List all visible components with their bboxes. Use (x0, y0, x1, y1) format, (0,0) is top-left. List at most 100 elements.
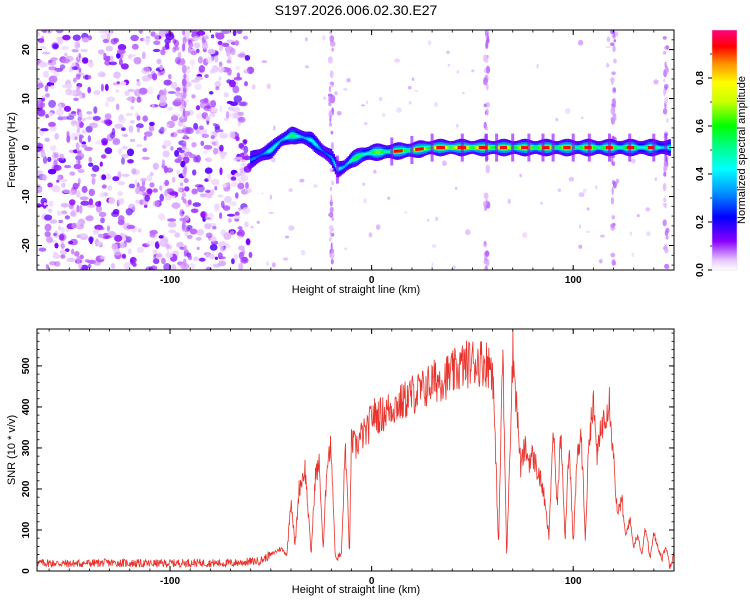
spectrogram-noise-blob (172, 46, 177, 53)
spectrogram-noise-blob (115, 103, 120, 111)
spectrogram-noise-blob (244, 55, 251, 61)
spectrogram-noise-blob (169, 191, 179, 196)
spectrogram-streak-blob (663, 161, 668, 167)
spectrogram-hotspot (626, 146, 629, 150)
spectrogram-noise-blob (144, 131, 153, 137)
spectrogram-ridge-cell (555, 146, 557, 149)
spectrogram-noise-blob (654, 177, 657, 181)
spectrogram-ridge-cell (375, 150, 378, 154)
spectrogram-ridge-cell (305, 137, 307, 140)
spectrogram-noise-blob (595, 185, 598, 190)
spectrogram-noise-blob (79, 153, 85, 159)
spectrogram-ridge-cell (368, 151, 371, 155)
spectrogram-noise-blob (174, 149, 180, 157)
spectrogram-noise-blob (66, 83, 73, 89)
spectrogram-streak-blob (485, 108, 489, 116)
spectrogram-noise-blob (240, 163, 247, 167)
spectrogram-noise-blob (205, 56, 214, 64)
spectrogram-ridge-cell (302, 136, 304, 139)
y-tick-label: 500 (21, 357, 32, 374)
x-tick-label: -100 (160, 576, 180, 587)
spectrogram-noise-blob (219, 105, 223, 113)
spectrogram-hotspot (396, 149, 399, 153)
spectrogram-noise-blob (616, 31, 619, 37)
spectrogram-ridge-cell (413, 148, 416, 152)
spectrogram-noise-blob (165, 243, 170, 250)
spectrogram-ridge-cell (636, 146, 639, 149)
spectrogram-noise-blob (207, 173, 212, 181)
spectrogram-noise-blob (48, 75, 58, 84)
spectrogram-noise-blob (431, 262, 434, 268)
spectrogram-streak-blob (182, 42, 185, 51)
spectrogram-noise-blob (112, 82, 118, 86)
spectrogram-noise-blob (176, 147, 183, 151)
spectrogram-noise-blob (228, 218, 232, 223)
spectrogram-noise-blob (224, 195, 232, 204)
spectrogram-noise-blob (266, 260, 269, 267)
spectrogram-noise-blob (188, 263, 196, 269)
spectrogram-noise-blob (433, 101, 438, 108)
spectrogram-ridge-cell (433, 146, 436, 149)
spectrogram-noise-blob (368, 232, 373, 238)
spectrogram-noise-blob (233, 95, 243, 103)
spectrogram-noise-blob (121, 127, 126, 131)
spectrogram-noise-blob (435, 216, 439, 222)
spectrogram-noise-blob (110, 55, 114, 62)
spectrogram-noise-blob (282, 257, 289, 261)
spectrogram-streak-blob (78, 134, 83, 144)
spectrogram-burst (551, 133, 555, 162)
spectrogram-ridge-cell (643, 146, 646, 149)
spectrogram-ridge-cell (371, 151, 374, 154)
spectrogram-burst (495, 133, 499, 162)
spectrogram-streak-blob (483, 103, 487, 108)
spectrogram-burst (410, 136, 414, 164)
spectrogram-ridge-cell (535, 146, 537, 149)
spectrogram-hotspot (546, 146, 548, 150)
spectrogram-noise-blob (408, 85, 412, 90)
spectrogram-noise-blob (171, 132, 178, 138)
spectrogram-noise-blob (68, 240, 74, 245)
spectrogram-streak-blob (665, 66, 669, 74)
spectrogram-streak-blob (611, 161, 616, 166)
spectrogram-streak-blob (613, 58, 617, 64)
spectrogram-noise-blob (243, 145, 249, 154)
spectrogram-noise-blob (218, 260, 227, 267)
spectrogram-streak-blob (664, 243, 668, 252)
y-tick-label: 20 (21, 44, 32, 56)
spectrogram-ridge-cell (329, 154, 331, 158)
spectrogram-noise-blob (144, 194, 150, 202)
spectrogram-noise-blob (57, 225, 62, 231)
spectrogram-noise-blob (80, 200, 90, 206)
spectrogram-noise-blob (299, 178, 305, 183)
spectrogram-noise-blob (193, 156, 198, 163)
spectrogram-ridge-cell (645, 146, 647, 149)
spectrogram-noise-blob (203, 144, 213, 150)
spectrogram-streak-blob (611, 186, 614, 196)
spectrogram-noise-blob (64, 52, 68, 57)
spectrogram-noise-blob (227, 56, 232, 61)
spectrogram-noise-blob (233, 112, 239, 119)
spectrogram-ridge-cell (456, 146, 458, 149)
spectrogram-noise-blob (220, 246, 226, 252)
spectrogram-noise-blob (58, 219, 63, 224)
spectrogram-streak-blob (328, 56, 333, 64)
spectrogram-ridge-cell (363, 153, 365, 156)
spectrogram-noise-blob (427, 218, 430, 223)
spectrogram-noise-blob (208, 91, 214, 95)
spectrogram-streak-blob (484, 57, 489, 64)
spectrogram-ridge-cell (614, 146, 616, 149)
spectrogram-noise-blob (97, 71, 106, 78)
spectrogram-noise-blob (227, 67, 232, 76)
spectrogram-noise-blob (606, 62, 610, 68)
spectrogram-ridge-cell (557, 146, 560, 149)
spectrogram-streak-blob (610, 223, 615, 229)
spectrogram-noise-blob (210, 135, 215, 140)
spectrogram-streak-blob (484, 206, 487, 211)
spectrogram-noise-blob (97, 233, 104, 238)
spectrogram-noise-blob (38, 247, 47, 252)
spectrogram-noise-blob (117, 181, 125, 186)
spectrogram-noise-blob (536, 63, 539, 69)
colorbar-tick-label: 0.4 (695, 167, 706, 181)
spectrogram-ridge-cell (388, 150, 391, 153)
spectrogram-noise-blob (79, 254, 84, 260)
